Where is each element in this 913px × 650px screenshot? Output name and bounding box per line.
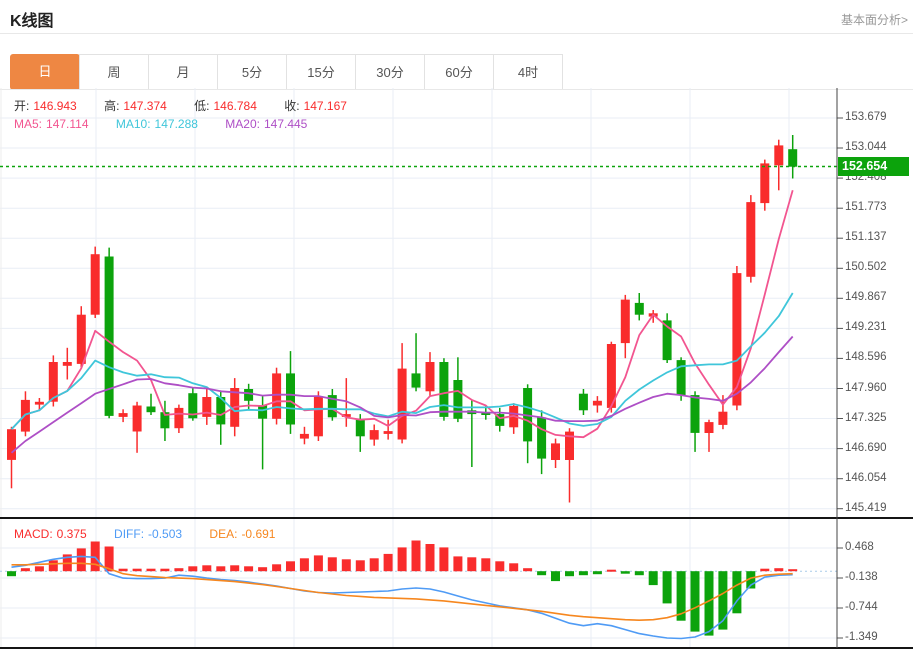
tab-30min[interactable]: 30分	[355, 54, 425, 90]
macd-label: MACD:	[14, 527, 53, 541]
tab-60min[interactable]: 60分	[424, 54, 494, 90]
tab-5min[interactable]: 5分	[217, 54, 287, 90]
price-tick-label: 147.325	[845, 411, 887, 424]
current-price-badge: 152.654	[838, 156, 909, 176]
fundamental-analysis-link[interactable]: 基本面分析>	[840, 13, 908, 27]
macd-tick-label: -0.138	[845, 571, 878, 584]
price-tick-label: 149.867	[845, 291, 887, 304]
ma5-label: MA5:	[14, 117, 43, 131]
ma20-value: 147.445	[263, 117, 308, 131]
price-tick-label: 147.960	[845, 381, 887, 394]
low-label: 低:	[194, 99, 210, 113]
price-tick-label: 149.231	[845, 321, 887, 334]
low-value: 146.784	[213, 99, 257, 113]
open-label: 开:	[14, 99, 30, 113]
macd-tick-label: -0.744	[845, 601, 878, 614]
diff-label: DIFF:	[114, 527, 145, 541]
macd-readout: MACD: 0.375 DIFF: -0.503 DEA: -0.691	[14, 527, 299, 541]
diff-value: -0.503	[148, 527, 183, 541]
header-divider	[0, 33, 913, 34]
price-tick-label: 151.137	[845, 231, 887, 244]
close-value: 147.167	[303, 99, 347, 113]
ma20-label: MA20:	[225, 117, 260, 131]
macd-tick-label: 0.468	[845, 541, 874, 554]
price-tick-label: 153.679	[845, 111, 887, 123]
page-title: K线图	[10, 13, 54, 30]
tab-4hour[interactable]: 4时	[493, 54, 563, 90]
macd-tick-label: -1.349	[845, 630, 878, 643]
price-tick-label: 146.054	[845, 471, 887, 484]
dea-label: DEA:	[209, 527, 238, 541]
price-tick-label: 148.596	[845, 351, 887, 364]
close-label: 收:	[284, 99, 300, 113]
high-label: 高:	[104, 99, 120, 113]
interval-tabs: 日周月 5分 15分 30分 60分 4时	[10, 54, 563, 90]
tab-day[interactable]: 日	[10, 54, 80, 90]
ma10-value: 147.288	[154, 117, 198, 131]
macd-value: 0.375	[56, 527, 87, 541]
price-tick-label: 153.044	[845, 141, 887, 154]
tab-week[interactable]: 周	[79, 54, 149, 90]
ma-readout: MA5: 147.114 MA10: 147.288 MA20: 147.445	[14, 117, 331, 131]
ma10-label: MA10:	[115, 117, 151, 131]
price-tick-label: 145.419	[845, 501, 887, 514]
ohlc-readout: 开: 146.943 高: 147.374 低: 146.784 收: 147.167	[14, 97, 371, 114]
high-value: 147.374	[123, 99, 167, 113]
price-tick-label: 151.773	[845, 201, 887, 214]
tabs-baseline	[0, 89, 913, 90]
dea-value: -0.691	[241, 527, 276, 541]
price-tick-label: 150.502	[845, 261, 887, 274]
price-tick-label: 146.690	[845, 441, 887, 454]
ma5-value: 147.114	[46, 117, 89, 131]
open-value: 146.943	[33, 99, 77, 113]
